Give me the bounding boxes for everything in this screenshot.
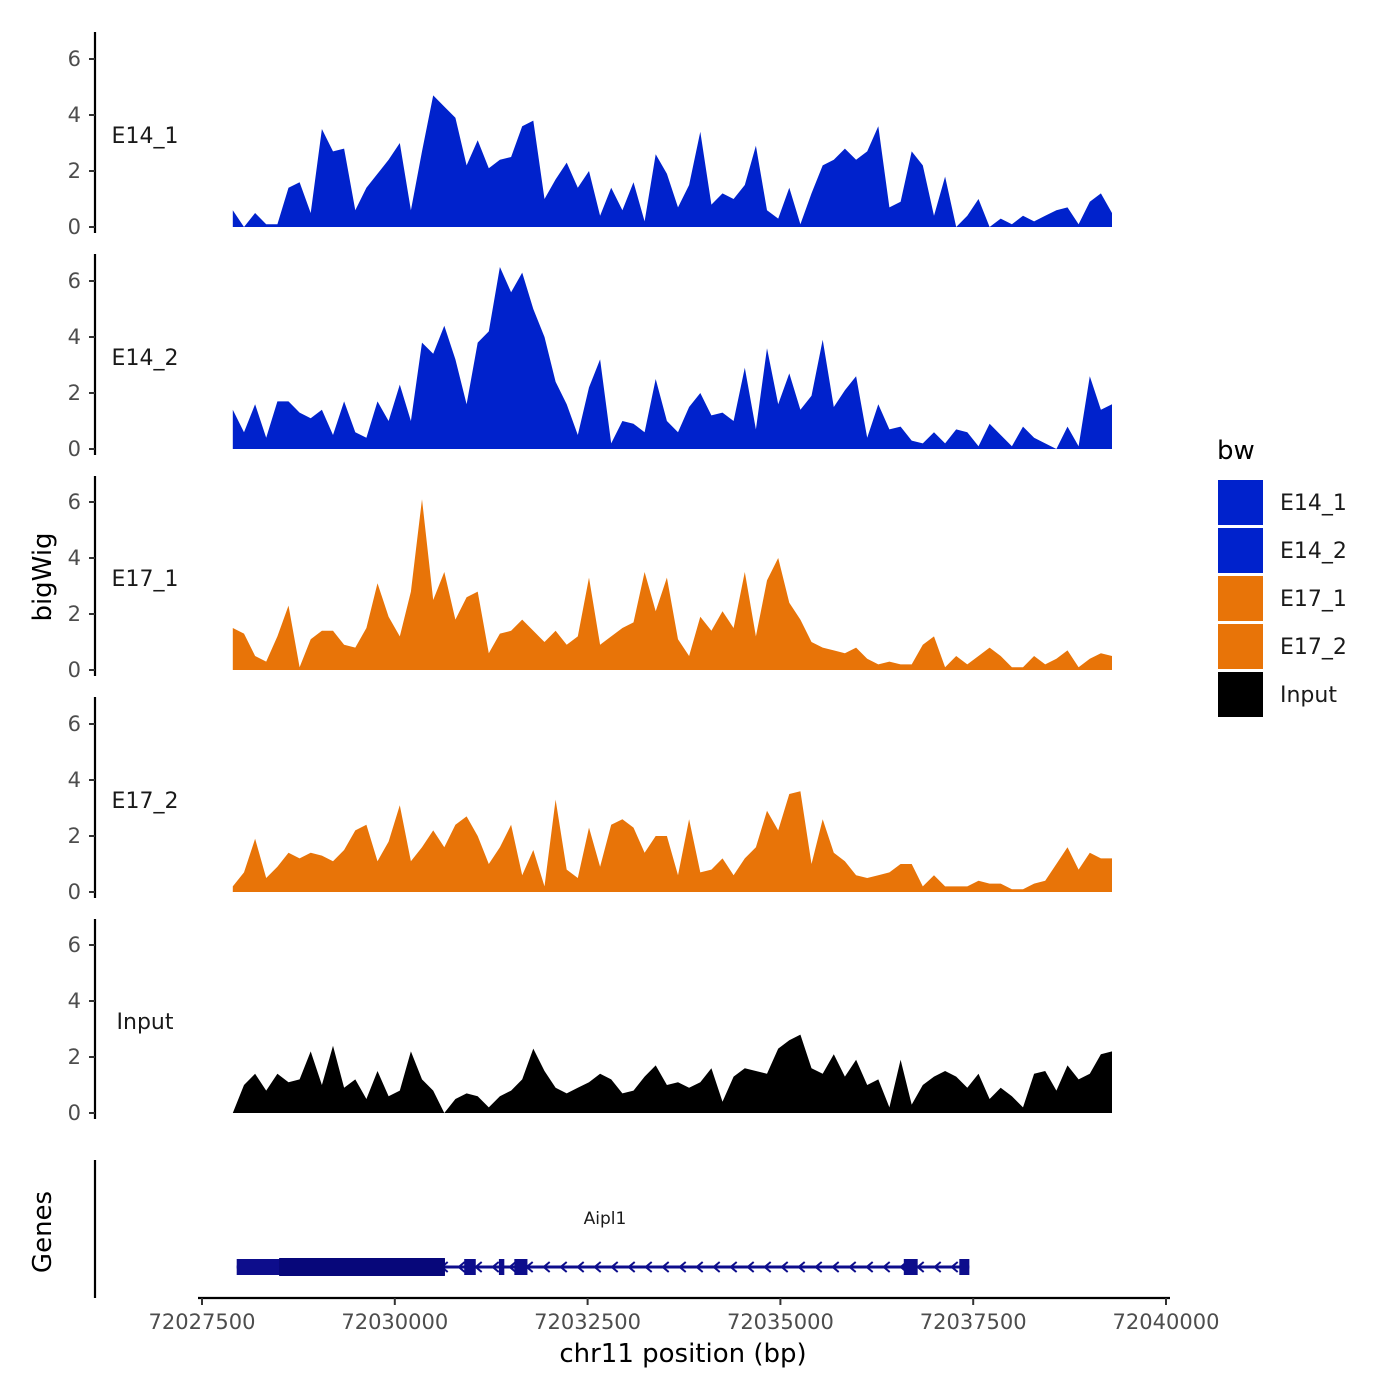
legend-swatch-E17_1 bbox=[1218, 576, 1263, 621]
y-tick-label: 2 bbox=[68, 824, 81, 848]
legend-label-E14_1: E14_1 bbox=[1280, 491, 1347, 516]
strand-arrow bbox=[814, 1261, 823, 1273]
gene-track-title: Genes bbox=[28, 1191, 58, 1273]
coverage-area-E17_1 bbox=[232, 499, 1113, 670]
strand-arrow bbox=[678, 1261, 687, 1273]
strand-arrow bbox=[695, 1261, 704, 1273]
y-tick-label: 0 bbox=[68, 880, 81, 904]
x-axis-title: chr11 position (bp) bbox=[559, 1339, 806, 1369]
y-tick-label: 6 bbox=[68, 47, 81, 71]
strand-arrow bbox=[933, 1261, 942, 1273]
strand-arrow bbox=[746, 1261, 755, 1273]
y-tick-label: 4 bbox=[68, 103, 81, 127]
track-E17_1: 0 2 4 6 E17_1 bbox=[68, 476, 1113, 682]
track-label-E17_2: E17_2 bbox=[112, 789, 179, 814]
legend-swatch-Input bbox=[1218, 672, 1263, 717]
strand-arrow bbox=[661, 1261, 670, 1273]
coverage-area-E14_2 bbox=[232, 267, 1113, 449]
y-tick-label: 4 bbox=[68, 325, 81, 349]
y-tick-label: 0 bbox=[68, 215, 81, 239]
strand-arrow bbox=[848, 1261, 857, 1273]
strand-arrow bbox=[457, 1261, 466, 1273]
strand-arrow bbox=[797, 1261, 806, 1273]
coverage-area-E17_2 bbox=[232, 791, 1113, 892]
strand-arrow bbox=[882, 1261, 891, 1273]
y-tick-label: 0 bbox=[68, 1101, 81, 1125]
strand-arrow bbox=[729, 1261, 738, 1273]
strand-arrow bbox=[610, 1261, 619, 1273]
x-tick-label: 72040000 bbox=[1113, 1310, 1220, 1334]
strand-arrow bbox=[763, 1261, 772, 1273]
y-tick-label: 6 bbox=[68, 712, 81, 736]
y-tick-label: 2 bbox=[68, 381, 81, 405]
strand-arrow bbox=[627, 1261, 636, 1273]
y-tick-label: 6 bbox=[68, 933, 81, 957]
track-label-E14_2: E14_2 bbox=[112, 346, 179, 371]
strand-arrow bbox=[559, 1261, 568, 1273]
x-tick-label: 72035000 bbox=[727, 1310, 834, 1334]
strand-arrow bbox=[508, 1261, 517, 1273]
y-tick-label: 4 bbox=[68, 989, 81, 1013]
track-E14_1: 0 2 4 6 E14_1 bbox=[68, 32, 1113, 239]
track-label-E14_1: E14_1 bbox=[112, 124, 179, 149]
strand-arrow bbox=[644, 1261, 653, 1273]
strand-arrow bbox=[593, 1261, 602, 1273]
strand-arrow bbox=[831, 1261, 840, 1273]
gene-exon bbox=[903, 1259, 918, 1275]
gene-track bbox=[93, 1160, 970, 1298]
strand-arrow bbox=[950, 1261, 959, 1273]
strand-arrow bbox=[576, 1261, 585, 1273]
y-tick-label: 6 bbox=[68, 490, 81, 514]
legend-label-E17_2: E17_2 bbox=[1280, 635, 1347, 660]
y-axis-title: bigWig bbox=[28, 532, 58, 621]
strand-arrow bbox=[916, 1261, 925, 1273]
gene-exon bbox=[959, 1259, 970, 1275]
y-tick-label: 2 bbox=[68, 159, 81, 183]
coverage-tracks: 0 2 4 6 E14_1 0 2 4 6 E14_2 0 2 4 6 E17_1 0 2 4 6 E17_2 0 2 4 6… bbox=[68, 32, 1113, 1125]
track-Input: 0 2 4 6 Input bbox=[68, 919, 1113, 1125]
strand-arrow bbox=[491, 1261, 500, 1273]
strand-arrow bbox=[712, 1261, 721, 1273]
coverage-area-Input bbox=[232, 1034, 1113, 1113]
track-E14_2: 0 2 4 6 E14_2 bbox=[68, 254, 1113, 461]
legend-swatch-E17_2 bbox=[1218, 624, 1263, 669]
track-E17_2: 0 2 4 6 E17_2 bbox=[68, 697, 1113, 904]
x-tick-label: 72032500 bbox=[534, 1310, 641, 1334]
y-tick-label: 2 bbox=[68, 1045, 81, 1069]
y-tick-label: 0 bbox=[68, 658, 81, 682]
x-axis: 72027500 72030000 72032500 72035000 72037500… bbox=[149, 1296, 1220, 1334]
x-tick-label: 72027500 bbox=[149, 1310, 256, 1334]
track-label-Input: Input bbox=[117, 1010, 174, 1035]
x-tick-label: 72037500 bbox=[920, 1310, 1027, 1334]
legend-title: bw bbox=[1217, 436, 1255, 466]
coverage-area-E14_1 bbox=[232, 95, 1113, 228]
gene-exon bbox=[514, 1259, 528, 1275]
strand-arrow bbox=[780, 1261, 789, 1273]
legend-swatch-E14_1 bbox=[1218, 480, 1263, 525]
strand-arrow bbox=[542, 1261, 551, 1273]
x-tick-label: 72030000 bbox=[341, 1310, 448, 1334]
gene-exon bbox=[464, 1259, 476, 1275]
y-tick-label: 6 bbox=[68, 269, 81, 293]
y-tick-label: 4 bbox=[68, 768, 81, 792]
gene-name-label: Aipl1 bbox=[584, 1209, 627, 1229]
y-tick-label: 0 bbox=[68, 437, 81, 461]
legend-label-E14_2: E14_2 bbox=[1280, 539, 1347, 564]
gene-exon bbox=[498, 1259, 505, 1275]
legend-label-Input: Input bbox=[1280, 683, 1337, 708]
legend: bw E14_1 E14_2 E17_1 E17_2 Input bbox=[1217, 436, 1347, 717]
y-tick-label: 2 bbox=[68, 602, 81, 626]
gene-exon-thick bbox=[279, 1258, 445, 1276]
legend-swatch-E14_2 bbox=[1218, 528, 1263, 573]
strand-arrow bbox=[865, 1261, 874, 1273]
legend-label-E17_1: E17_1 bbox=[1280, 587, 1347, 612]
y-tick-label: 4 bbox=[68, 546, 81, 570]
track-label-E17_1: E17_1 bbox=[112, 567, 179, 592]
